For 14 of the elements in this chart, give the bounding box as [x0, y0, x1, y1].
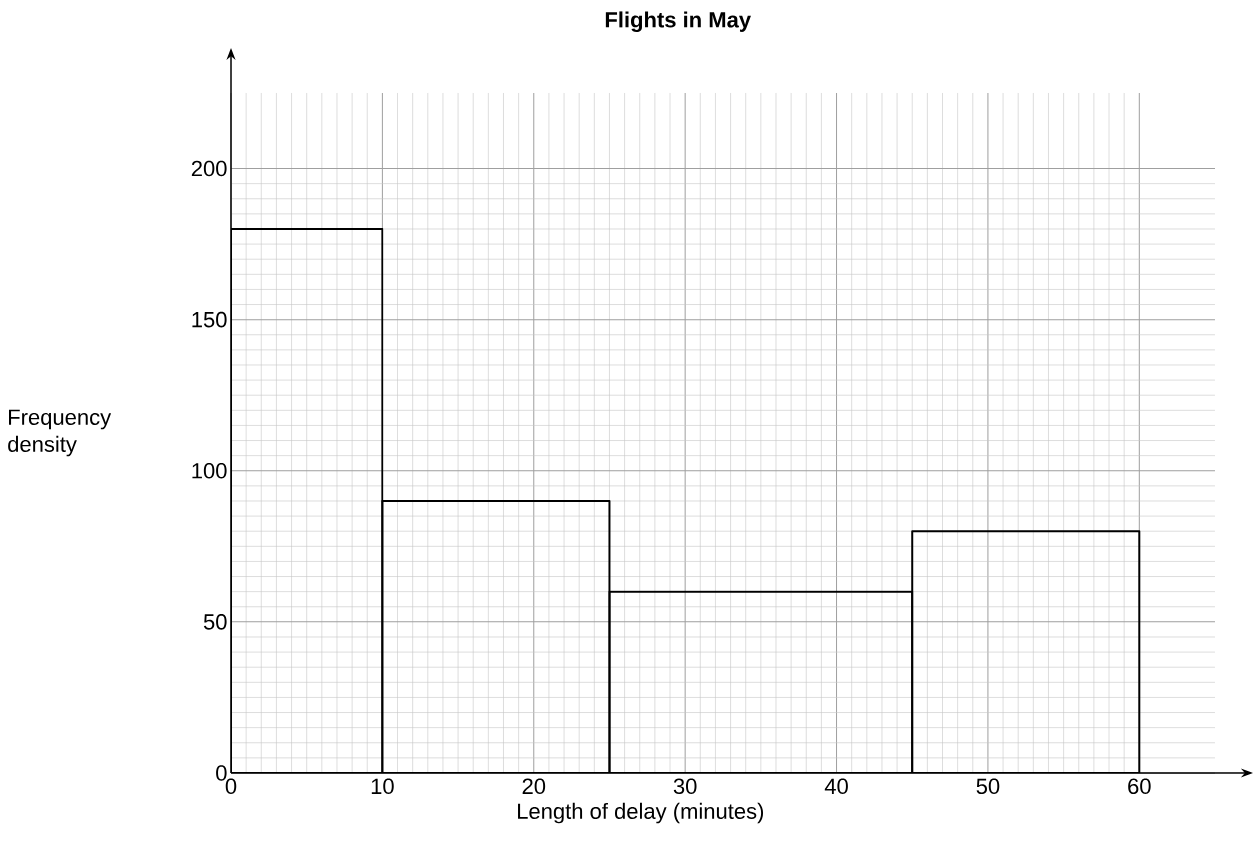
x-axis-title: Length of delay (minutes) [518, 802, 764, 824]
y-tick-label: 200 [191, 160, 227, 177]
y-tick-label: 0 [216, 765, 227, 781]
y-tick-label: 100 [192, 462, 227, 479]
y-tick-label: 50 [203, 614, 227, 630]
x-tick-label: 50 [976, 778, 1000, 795]
x-tick-label: 10 [371, 778, 394, 795]
y-axis-title: Frequency density [8, 409, 112, 457]
x-tick-label: 60 [1128, 778, 1151, 795]
chart-title: Flights in May [605, 11, 751, 33]
y-tick-label: 150 [192, 311, 227, 328]
x-tick-label: 40 [824, 778, 848, 795]
x-tick-label: 20 [522, 778, 546, 795]
x-tick-label: 30 [673, 778, 697, 795]
